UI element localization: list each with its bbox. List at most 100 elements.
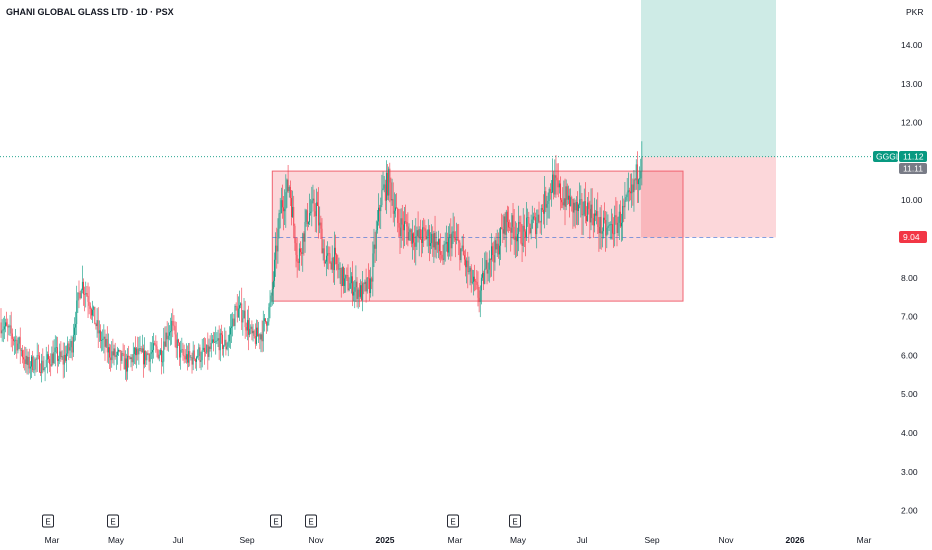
stop-zone [641, 156, 776, 238]
candle [283, 196, 285, 231]
candle [499, 228, 500, 266]
candle [63, 342, 65, 378]
candle [387, 163, 389, 200]
candle [148, 352, 150, 371]
candle [141, 334, 143, 353]
earnings-e-icon[interactable]: E [270, 514, 282, 528]
candle [510, 222, 512, 252]
candle [456, 222, 457, 245]
candle [401, 204, 403, 241]
candle [69, 339, 71, 358]
candle [590, 188, 592, 231]
candle [517, 227, 518, 257]
candle [582, 201, 584, 236]
candle [366, 277, 368, 294]
candle [280, 187, 282, 214]
candle [100, 324, 101, 349]
currency-label: PKR [906, 7, 923, 17]
candle [55, 336, 57, 354]
candle [137, 336, 139, 361]
candle [623, 198, 625, 222]
candle [321, 218, 323, 254]
candle [608, 222, 610, 231]
candle [17, 337, 19, 354]
candle [8, 324, 10, 336]
candle [171, 313, 173, 345]
candle [340, 267, 342, 298]
candle [575, 196, 577, 225]
candle [204, 337, 205, 365]
candle [11, 328, 13, 352]
candle [496, 229, 498, 257]
candle [636, 151, 638, 204]
candle [192, 341, 194, 371]
candle [167, 322, 169, 352]
candle [97, 307, 99, 348]
candle [230, 314, 231, 349]
candle [591, 188, 593, 226]
candle [600, 205, 602, 250]
candle [614, 205, 616, 247]
candle [86, 286, 88, 297]
x-axis[interactable]: Mar May Jul Sep Nov 2025 Mar May Jul Sep Nov 2026 Ma… [45, 535, 872, 545]
candle [95, 322, 97, 330]
candle [599, 207, 601, 249]
earnings-e-icon[interactable]: E [447, 514, 459, 528]
candle [458, 223, 460, 256]
candle [631, 173, 633, 208]
candle [609, 221, 611, 240]
candle [454, 231, 456, 258]
candle [634, 178, 636, 191]
x-tick-label: 2026 [786, 535, 805, 545]
candle [592, 213, 594, 238]
candle [202, 338, 204, 352]
candle [495, 232, 497, 254]
candle [223, 344, 225, 358]
candle [323, 239, 325, 267]
candle [619, 200, 621, 229]
y-axis[interactable]: 14.00 13.00 12.00 10.00 8.00 7.00 6.00 5.00 4.00… [901, 40, 923, 516]
candle [385, 160, 387, 214]
x-tick-label: Mar [45, 535, 60, 545]
candle [557, 163, 559, 198]
candle [268, 303, 270, 326]
candle [214, 332, 216, 344]
earnings-e-icon[interactable]: E [305, 514, 317, 528]
candle [23, 349, 25, 369]
candle [602, 210, 604, 239]
candle [491, 233, 492, 277]
candle [53, 339, 55, 364]
candle [78, 280, 80, 309]
candle [172, 308, 174, 338]
x-tick-label: May [510, 535, 527, 545]
candle [513, 208, 515, 255]
candle [624, 181, 626, 220]
candle [530, 214, 532, 240]
candle [482, 258, 483, 281]
candle [428, 224, 430, 262]
earnings-e-icon[interactable]: E [42, 514, 54, 528]
candle [84, 286, 86, 312]
candle [70, 335, 72, 359]
candle [201, 338, 203, 368]
candle [123, 344, 125, 370]
candle [338, 257, 340, 279]
candle [258, 321, 260, 343]
candle [447, 232, 448, 257]
candle [106, 326, 108, 363]
candle [466, 257, 468, 284]
candle [535, 212, 537, 239]
candle [15, 328, 17, 354]
candle [57, 336, 58, 374]
earnings-e-icon[interactable]: E [509, 514, 521, 528]
candle [439, 238, 440, 260]
x-tick-label: 2025 [376, 535, 395, 545]
candle [479, 285, 481, 318]
earnings-e-icon[interactable]: E [107, 514, 119, 528]
candle [638, 178, 639, 203]
candle [527, 208, 529, 227]
candle [635, 159, 637, 190]
candle [272, 271, 274, 305]
candle [335, 234, 337, 265]
